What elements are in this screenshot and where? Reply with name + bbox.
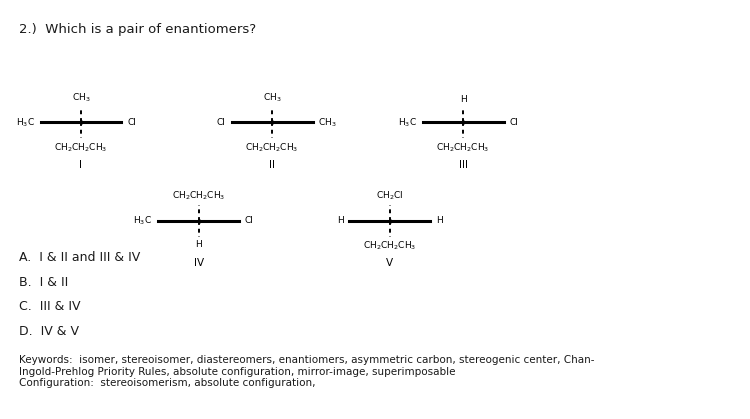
Text: Cl: Cl	[217, 118, 226, 127]
Text: H$_3$C: H$_3$C	[134, 215, 152, 227]
Text: H$_3$C: H$_3$C	[398, 116, 417, 129]
Text: CH$_2$CH$_2$CH$_3$: CH$_2$CH$_2$CH$_3$	[245, 141, 298, 154]
Text: Configuration:  stereoisomerism, absolute configuration,: Configuration: stereoisomerism, absolute…	[19, 378, 315, 388]
Text: Cl: Cl	[509, 118, 518, 127]
Text: CH$_3$: CH$_3$	[262, 91, 281, 103]
Text: CH$_2$Cl: CH$_2$Cl	[376, 189, 404, 202]
Text: CH$_3$: CH$_3$	[72, 91, 90, 103]
Text: CH$_2$CH$_2$CH$_3$: CH$_2$CH$_2$CH$_3$	[54, 141, 108, 154]
Text: C.  III & IV: C. III & IV	[19, 300, 80, 313]
Text: B.  I & II: B. I & II	[19, 276, 68, 289]
Text: I: I	[80, 160, 82, 170]
Text: CH$_2$CH$_2$CH$_3$: CH$_2$CH$_2$CH$_3$	[363, 240, 416, 252]
Text: Cl: Cl	[245, 216, 254, 225]
Text: Cl: Cl	[128, 118, 136, 127]
Text: H: H	[436, 216, 442, 225]
Text: II: II	[269, 160, 275, 170]
Text: H: H	[460, 95, 466, 103]
Text: Keywords:  isomer, stereoisomer, diastereomers, enantiomers, asymmetric carbon, : Keywords: isomer, stereoisomer, diastere…	[19, 355, 594, 365]
Text: V: V	[386, 258, 393, 268]
Text: H: H	[195, 240, 202, 248]
Text: CH$_2$CH$_2$CH$_3$: CH$_2$CH$_2$CH$_3$	[172, 189, 225, 202]
Text: IV: IV	[194, 258, 204, 268]
Text: A.  I & II and III & IV: A. I & II and III & IV	[19, 251, 140, 264]
Text: CH$_2$CH$_2$CH$_3$: CH$_2$CH$_2$CH$_3$	[436, 141, 490, 154]
Text: D.  IV & V: D. IV & V	[19, 325, 79, 338]
Text: III: III	[459, 160, 468, 170]
Text: CH$_3$: CH$_3$	[319, 116, 337, 129]
Text: Ingold-Prehlog Priority Rules, absolute configuration, mirror-image, superimposa: Ingold-Prehlog Priority Rules, absolute …	[19, 367, 455, 377]
Text: H: H	[337, 216, 344, 225]
Text: H$_3$C: H$_3$C	[16, 116, 34, 129]
Text: 2.)  Which is a pair of enantiomers?: 2.) Which is a pair of enantiomers?	[19, 23, 256, 36]
